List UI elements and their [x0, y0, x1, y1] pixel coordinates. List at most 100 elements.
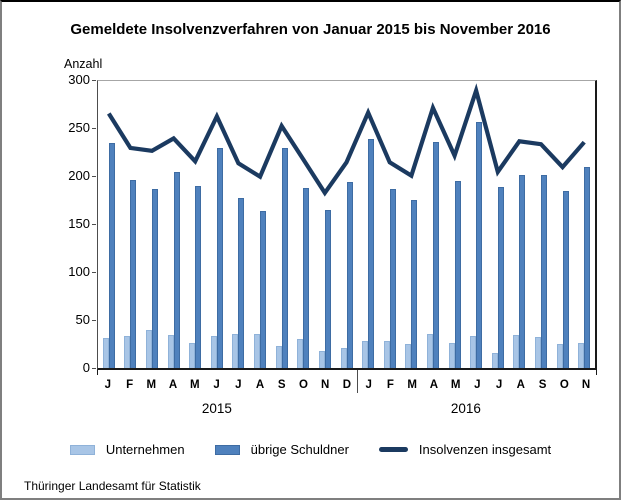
- month-label: S: [538, 379, 547, 391]
- month-group: [271, 81, 293, 368]
- plot-area: [97, 80, 597, 370]
- month-group: [228, 81, 250, 368]
- month-group: [530, 81, 552, 368]
- bar-unternehmen: [210, 336, 217, 368]
- bar-unternehmen: [232, 333, 239, 368]
- month-group: [465, 81, 487, 368]
- y-tick-label: 150: [68, 216, 90, 231]
- month-label: A: [168, 379, 178, 391]
- chart-title: Gemeldete Insolvenzverfahren von Januar …: [70, 21, 551, 38]
- month-group: [509, 81, 531, 368]
- y-tick-mark: [92, 224, 96, 225]
- bar-uebrige-schuldner: [216, 147, 223, 368]
- month-label: D: [342, 379, 352, 391]
- month-label: M: [450, 379, 461, 391]
- bar-uebrige-schuldner: [173, 171, 180, 368]
- month-group: [336, 81, 358, 368]
- month-group: [573, 81, 595, 368]
- x-axis-end-tick: [596, 370, 597, 375]
- bar-unternehmen: [426, 333, 433, 368]
- bar-uebrige-schuldner: [454, 180, 461, 368]
- month-label: F: [126, 379, 134, 391]
- month-label: A: [516, 379, 525, 391]
- y-axis-unit-label: Anzahl: [64, 57, 103, 71]
- month-group: [163, 81, 185, 368]
- month-group: [314, 81, 336, 368]
- legend-label-insgesamt: Insolvenzen insgesamt: [418, 442, 552, 457]
- y-tick-label: 250: [68, 120, 90, 135]
- bar-uebrige-schuldner: [476, 122, 483, 368]
- month-group: [444, 81, 466, 368]
- bar-unternehmen: [405, 344, 412, 368]
- bar-unternehmen: [297, 339, 304, 368]
- legend-swatch-insgesamt-line-icon: [378, 447, 408, 452]
- bar-uebrige-schuldner: [519, 174, 526, 368]
- bar-unternehmen: [448, 343, 455, 368]
- y-tick-label: 100: [68, 264, 90, 279]
- y-tick-mark: [92, 320, 96, 321]
- month-label: J: [104, 379, 112, 391]
- legend-item-unternehmen: Unternehmen: [69, 442, 185, 457]
- bar-unternehmen: [491, 352, 498, 368]
- bar-unternehmen: [124, 336, 131, 368]
- bar-uebrige-schuldner: [368, 139, 375, 368]
- bar-uebrige-schuldner: [238, 197, 245, 368]
- y-tick-mark: [92, 176, 96, 177]
- month-group: [487, 81, 509, 368]
- y-tick-label: 50: [75, 312, 90, 327]
- legend-label-unternehmen: Unternehmen: [105, 442, 185, 457]
- bar-unternehmen: [470, 336, 477, 368]
- month-group: [120, 81, 142, 368]
- bar-unternehmen: [275, 346, 282, 368]
- month-label: N: [581, 379, 591, 391]
- month-group: [206, 81, 228, 368]
- month-group: [401, 81, 423, 368]
- year-label: 2016: [450, 401, 481, 416]
- bar-uebrige-schuldner: [432, 142, 439, 368]
- month-label: A: [255, 379, 265, 391]
- total-line-layer: [107, 83, 586, 197]
- month-label: M: [407, 379, 417, 391]
- bar-unternehmen: [189, 343, 196, 368]
- bar-uebrige-schuldner: [195, 186, 202, 368]
- month-label: O: [559, 379, 569, 391]
- bar-unternehmen: [167, 334, 174, 368]
- y-tick-label: 0: [82, 360, 90, 375]
- month-label: S: [277, 379, 286, 391]
- month-label: J: [235, 379, 242, 391]
- bar-uebrige-schuldner: [540, 174, 547, 368]
- y-tick-label: 200: [68, 168, 90, 183]
- month-group: [98, 81, 120, 368]
- bar-unternehmen: [534, 337, 541, 368]
- bar-uebrige-schuldner: [324, 210, 331, 368]
- bar-unternehmen: [362, 341, 369, 368]
- bar-uebrige-schuldner: [260, 211, 267, 368]
- bar-unternehmen: [383, 341, 390, 368]
- bar-unternehmen: [102, 338, 109, 368]
- month-label: M: [146, 379, 157, 391]
- bar-uebrige-schuldner: [346, 182, 353, 368]
- y-tick-mark: [92, 80, 96, 81]
- month-label: J: [213, 379, 220, 391]
- x-axis-end-tick: [97, 370, 98, 375]
- bar-unternehmen: [578, 343, 585, 368]
- bar-uebrige-schuldner: [281, 147, 288, 368]
- bar-unternehmen: [513, 334, 520, 368]
- legend: Unternehmen übrige Schuldner Insolvenzen…: [2, 442, 619, 457]
- bar-uebrige-schuldner: [584, 167, 591, 368]
- month-label: J: [474, 379, 481, 391]
- month-group: [249, 81, 271, 368]
- bar-uebrige-schuldner: [562, 191, 569, 368]
- bar-uebrige-schuldner: [389, 189, 396, 368]
- legend-label-uebrige-schuldner: übrige Schuldner: [250, 442, 349, 457]
- bars-layer: [98, 81, 595, 368]
- bar-uebrige-schuldner: [152, 189, 159, 368]
- month-group: [552, 81, 574, 368]
- month-group: [184, 81, 206, 368]
- y-tick-label: 300: [68, 72, 90, 87]
- legend-swatch-unternehmen-icon: [69, 444, 95, 455]
- month-group: [422, 81, 444, 368]
- month-label: J: [365, 379, 372, 391]
